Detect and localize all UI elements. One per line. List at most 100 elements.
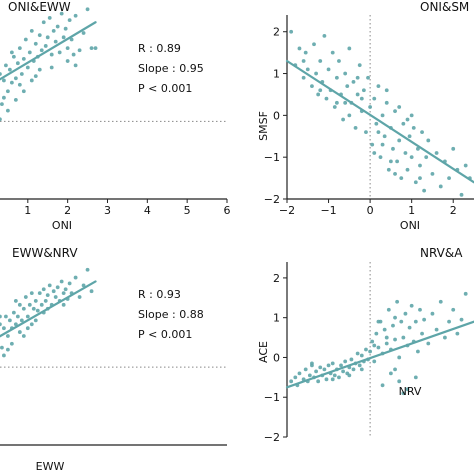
data-point: [366, 75, 370, 80]
data-point: [393, 337, 397, 342]
data-point: [37, 67, 42, 72]
data-point: [27, 302, 32, 307]
data-point: [5, 347, 10, 352]
data-point: [351, 80, 356, 84]
regression-line: [0, 21, 97, 81]
data-point: [405, 117, 410, 122]
data-point: [388, 159, 393, 164]
data-point: [47, 16, 52, 20]
data-point: [307, 373, 312, 378]
data-point: [59, 279, 64, 284]
stat-slope: Slope : 0.88: [138, 308, 204, 321]
stat-r: R : 0.89: [138, 42, 181, 55]
data-point: [2, 95, 6, 100]
data-point: [316, 379, 321, 384]
data-point: [314, 71, 318, 76]
data-point: [61, 302, 66, 307]
data-point: [29, 291, 34, 296]
stat-p: P < 0.001: [138, 328, 192, 341]
data-point: [322, 367, 327, 372]
data-point: [17, 330, 22, 334]
data-point: [25, 314, 30, 319]
data-point: [347, 46, 352, 51]
data-point: [403, 151, 408, 155]
data-point: [430, 311, 435, 316]
data-point: [411, 126, 416, 130]
data-point: [81, 31, 86, 35]
regression-line-segment: [0, 280, 97, 338]
data-point: [401, 121, 406, 126]
data-point: [370, 142, 375, 147]
data-point: [71, 52, 76, 57]
data-point: [23, 37, 28, 42]
data-point: [341, 117, 345, 122]
data-point: [349, 357, 354, 362]
data-point: [0, 345, 4, 350]
data-point: [15, 61, 20, 66]
data-point: [9, 80, 14, 85]
data-point: [21, 306, 26, 311]
data-point: [345, 84, 350, 88]
data-point: [451, 146, 456, 151]
data-point: [7, 67, 12, 72]
data-point: [403, 311, 408, 316]
data-point: [407, 325, 412, 330]
data-point: [324, 377, 329, 382]
data-point: [424, 155, 429, 160]
data-point: [416, 146, 420, 151]
data-point: [47, 283, 52, 288]
data-point: [21, 334, 26, 338]
data-point: [399, 319, 404, 324]
data-point: [55, 24, 60, 29]
panel-oni-eww: ONI&EWW 1 2 3 4 5 6 ONI R : 0.89 Slope : 0.95…: [0, 0, 231, 232]
data-point: [89, 46, 94, 51]
data-point: [77, 295, 82, 299]
data-point: [85, 267, 90, 272]
scatter-points: [0, 267, 94, 358]
data-point: [61, 35, 66, 40]
data-point: [310, 84, 314, 88]
data-point: [17, 302, 22, 307]
data-point: [393, 315, 397, 320]
y-tick-label: −2: [264, 193, 280, 206]
panel-eww-nrv: EWW&NRV EWW R : 0.93 Slope : 0.88 P < 0.…: [0, 246, 227, 473]
scatter-points: [0, 7, 98, 122]
data-point: [29, 322, 34, 327]
data-point: [418, 307, 422, 312]
data-point: [316, 92, 321, 97]
y-tick-label: −1: [264, 151, 280, 164]
data-point: [19, 72, 24, 76]
data-point: [438, 184, 443, 189]
data-point: [289, 29, 294, 34]
data-point: [310, 361, 314, 366]
regression-line-segment: [285, 59, 474, 184]
data-point: [418, 176, 422, 180]
x-tick-label: 2: [64, 204, 71, 217]
data-point: [19, 318, 24, 323]
data-point: [359, 367, 364, 372]
y-tick-label: 2: [273, 26, 280, 39]
data-point: [21, 56, 26, 61]
data-point: [326, 67, 331, 72]
data-point: [393, 109, 397, 114]
data-point: [370, 339, 375, 344]
data-point: [343, 359, 348, 364]
data-point: [2, 353, 6, 358]
data-point: [318, 88, 323, 93]
data-point: [355, 75, 360, 80]
data-point: [89, 289, 94, 294]
data-point: [401, 391, 406, 396]
data-point: [29, 78, 34, 83]
data-point: [17, 46, 22, 51]
data-point: [57, 50, 62, 55]
data-point: [37, 291, 42, 296]
data-point: [11, 310, 16, 315]
data-point: [5, 108, 10, 113]
data-point: [21, 89, 26, 94]
data-point: [376, 319, 381, 324]
data-point: [0, 117, 2, 122]
data-point: [73, 63, 78, 68]
regression-line: [285, 59, 474, 184]
data-point: [357, 63, 362, 68]
data-point: [322, 34, 327, 38]
